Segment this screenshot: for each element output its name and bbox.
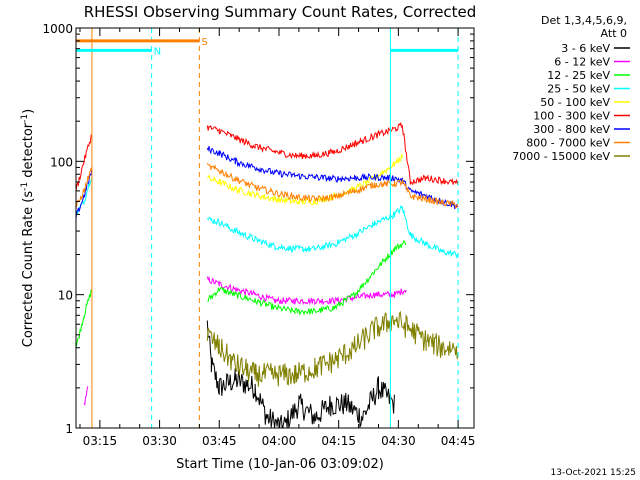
legend-entry-6: 100 - 300 keV	[533, 110, 610, 123]
series-line-6-seg-2	[206, 121, 459, 186]
y-axis-label: Corrected Count Rate (s-1 detector-1)	[20, 109, 36, 347]
x-tick-label-1: 03:15	[83, 434, 118, 448]
y-tick-label-3: 100	[50, 155, 73, 169]
y-axis-label-part-3: detector	[21, 122, 36, 182]
series-line-2-seg-1	[83, 386, 89, 407]
series-6	[75, 121, 459, 192]
x-tick-label-4: 04:00	[262, 434, 297, 448]
series-9	[206, 310, 459, 387]
series-line-4-seg-2	[206, 204, 459, 259]
legend-entry-8: 800 - 7000 keV	[526, 137, 610, 150]
x-tick-label-6: 04:30	[381, 434, 416, 448]
axes-layer: 1 10 100 1000 03:15 03:30 03:45 04:00 04:15 04:30…	[42, 22, 475, 448]
series-7	[75, 145, 459, 219]
legend-header-1: Det 1,3,4,5,6,9,	[541, 14, 627, 27]
x-tick-label-3: 03:45	[202, 434, 237, 448]
timestamp: 13-Oct-2021 15:25	[551, 468, 636, 478]
flag-label-2: N	[154, 46, 161, 57]
y-axis-label-part-2: -1	[20, 182, 30, 191]
x-axis-label: Start Time (10-Jan-06 03:09:02)	[176, 457, 384, 472]
x-tick-label-5: 04:15	[321, 434, 356, 448]
series-2	[83, 275, 407, 407]
series-1	[206, 320, 395, 429]
series-line-1-seg-1	[206, 320, 395, 429]
series-line-6-seg-1	[75, 134, 93, 192]
legend-entry-2: 6 - 12 keV	[554, 56, 610, 69]
y-axis-label-part-1: Corrected Count Rate (s	[21, 191, 36, 348]
legend-entry-1: 3 - 6 keV	[561, 42, 610, 55]
legend-entry-9: 7000 - 15000 keV	[512, 150, 610, 163]
plot-frame	[75, 27, 475, 429]
legend-entry-3: 12 - 25 keV	[547, 69, 610, 82]
series-line-7-seg-1	[75, 167, 93, 219]
series-line-3-seg-1	[75, 289, 93, 349]
legend-entry-5: 50 - 100 keV	[540, 96, 610, 109]
series-line-7-seg-2	[206, 145, 459, 210]
flags-layer: SN	[76, 28, 459, 428]
y-axis-label-part-4: -1	[20, 114, 30, 123]
series-line-9-seg-1	[206, 310, 459, 387]
x-tick-label-7: 04:45	[441, 434, 476, 448]
x-tick-label-2: 03:30	[142, 434, 177, 448]
chart-title: RHESSI Observing Summary Count Rates, Co…	[84, 3, 477, 21]
series-line-8-seg-1	[75, 167, 93, 209]
y-tick-label-4: 1000	[42, 22, 73, 36]
series-8	[75, 162, 459, 209]
series-3	[75, 240, 407, 349]
legend-entry-4: 25 - 50 keV	[547, 83, 610, 96]
series-line-3-seg-2	[207, 240, 407, 316]
y-tick-label-1: 1	[65, 422, 73, 436]
series-line-2-seg-2	[206, 275, 407, 306]
series-layer	[75, 121, 459, 429]
y-tick-label-2: 10	[58, 289, 73, 303]
legend-header-2: Att 0	[601, 27, 627, 40]
series-line-8-seg-2	[206, 162, 459, 209]
flag-label-1: S	[201, 37, 207, 48]
y-axis-label-part-5: )	[21, 109, 36, 114]
legend-entry-7: 300 - 800 keV	[533, 123, 610, 136]
